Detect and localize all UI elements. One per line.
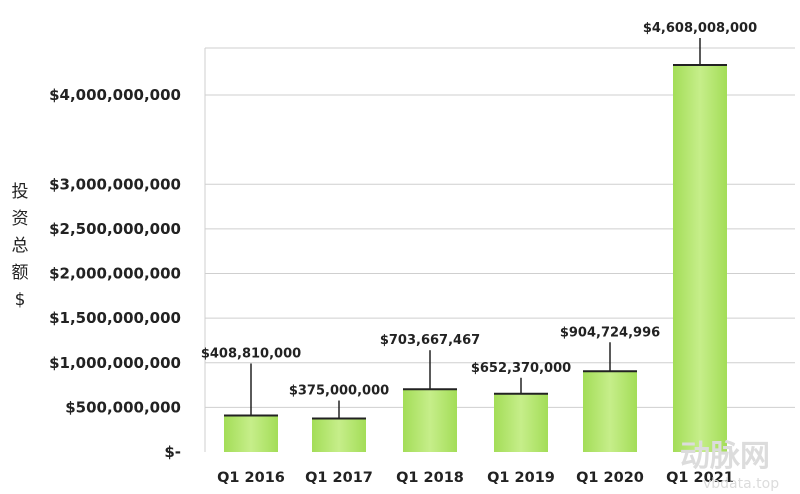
data-label: $408,810,000 <box>201 347 301 362</box>
data-label: $703,667,467 <box>380 333 480 348</box>
data-label: $375,000,000 <box>289 384 389 399</box>
gridlines <box>204 47 795 452</box>
y-axis-label-char: 额 <box>12 263 29 283</box>
y-tick-label: $2,000,000,000 <box>49 265 181 283</box>
x-category-label: Q1 2016 <box>217 470 285 486</box>
data-label: $904,724,996 <box>560 325 660 340</box>
y-axis-label-char: 资 <box>12 209 29 229</box>
bar <box>403 389 457 452</box>
x-axis-categories: Q1 2016 Q1 2017 Q1 2018 Q1 2019 Q1 2020 Q1 20… <box>217 470 734 486</box>
bar <box>673 65 727 452</box>
y-tick-label: $3,000,000,000 <box>49 175 181 193</box>
x-category-label: Q1 2020 <box>576 470 644 486</box>
y-axis-label-char: 总 <box>12 236 29 256</box>
x-category-label: Q1 2021 <box>666 470 734 486</box>
data-label: $652,370,000 <box>471 361 571 376</box>
data-label: $4,608,008,000 <box>643 21 757 36</box>
y-tick-label: $1,500,000,000 <box>49 309 181 327</box>
y-axis-ticks: $- $500,000,000 $1,000,000,000 $1,500,000,0… <box>49 86 181 461</box>
bar <box>312 418 366 452</box>
watermark-url: vbdata.top <box>703 476 779 492</box>
x-category-label: Q1 2018 <box>396 470 464 486</box>
x-category-label: Q1 2019 <box>487 470 555 486</box>
y-tick-label: $2,500,000,000 <box>49 220 181 238</box>
bar <box>224 415 278 452</box>
y-axis-label-char: $ <box>15 290 26 310</box>
bar <box>583 371 637 452</box>
y-tick-label: $- <box>164 443 181 461</box>
watermark-logo: 动脉网 <box>680 439 770 474</box>
x-category-label: Q1 2017 <box>305 470 373 486</box>
watermark: 动脉网 vbdata.top <box>680 439 779 492</box>
bar <box>494 393 548 452</box>
y-tick-label: $500,000,000 <box>65 398 181 416</box>
y-axis-label-char: 投 <box>12 182 29 202</box>
y-tick-label: $4,000,000,000 <box>49 86 181 104</box>
y-tick-label: $1,000,000,000 <box>49 354 181 372</box>
data-labels: $408,810,000 $375,000,000 $703,667,467 $652… <box>201 21 757 419</box>
